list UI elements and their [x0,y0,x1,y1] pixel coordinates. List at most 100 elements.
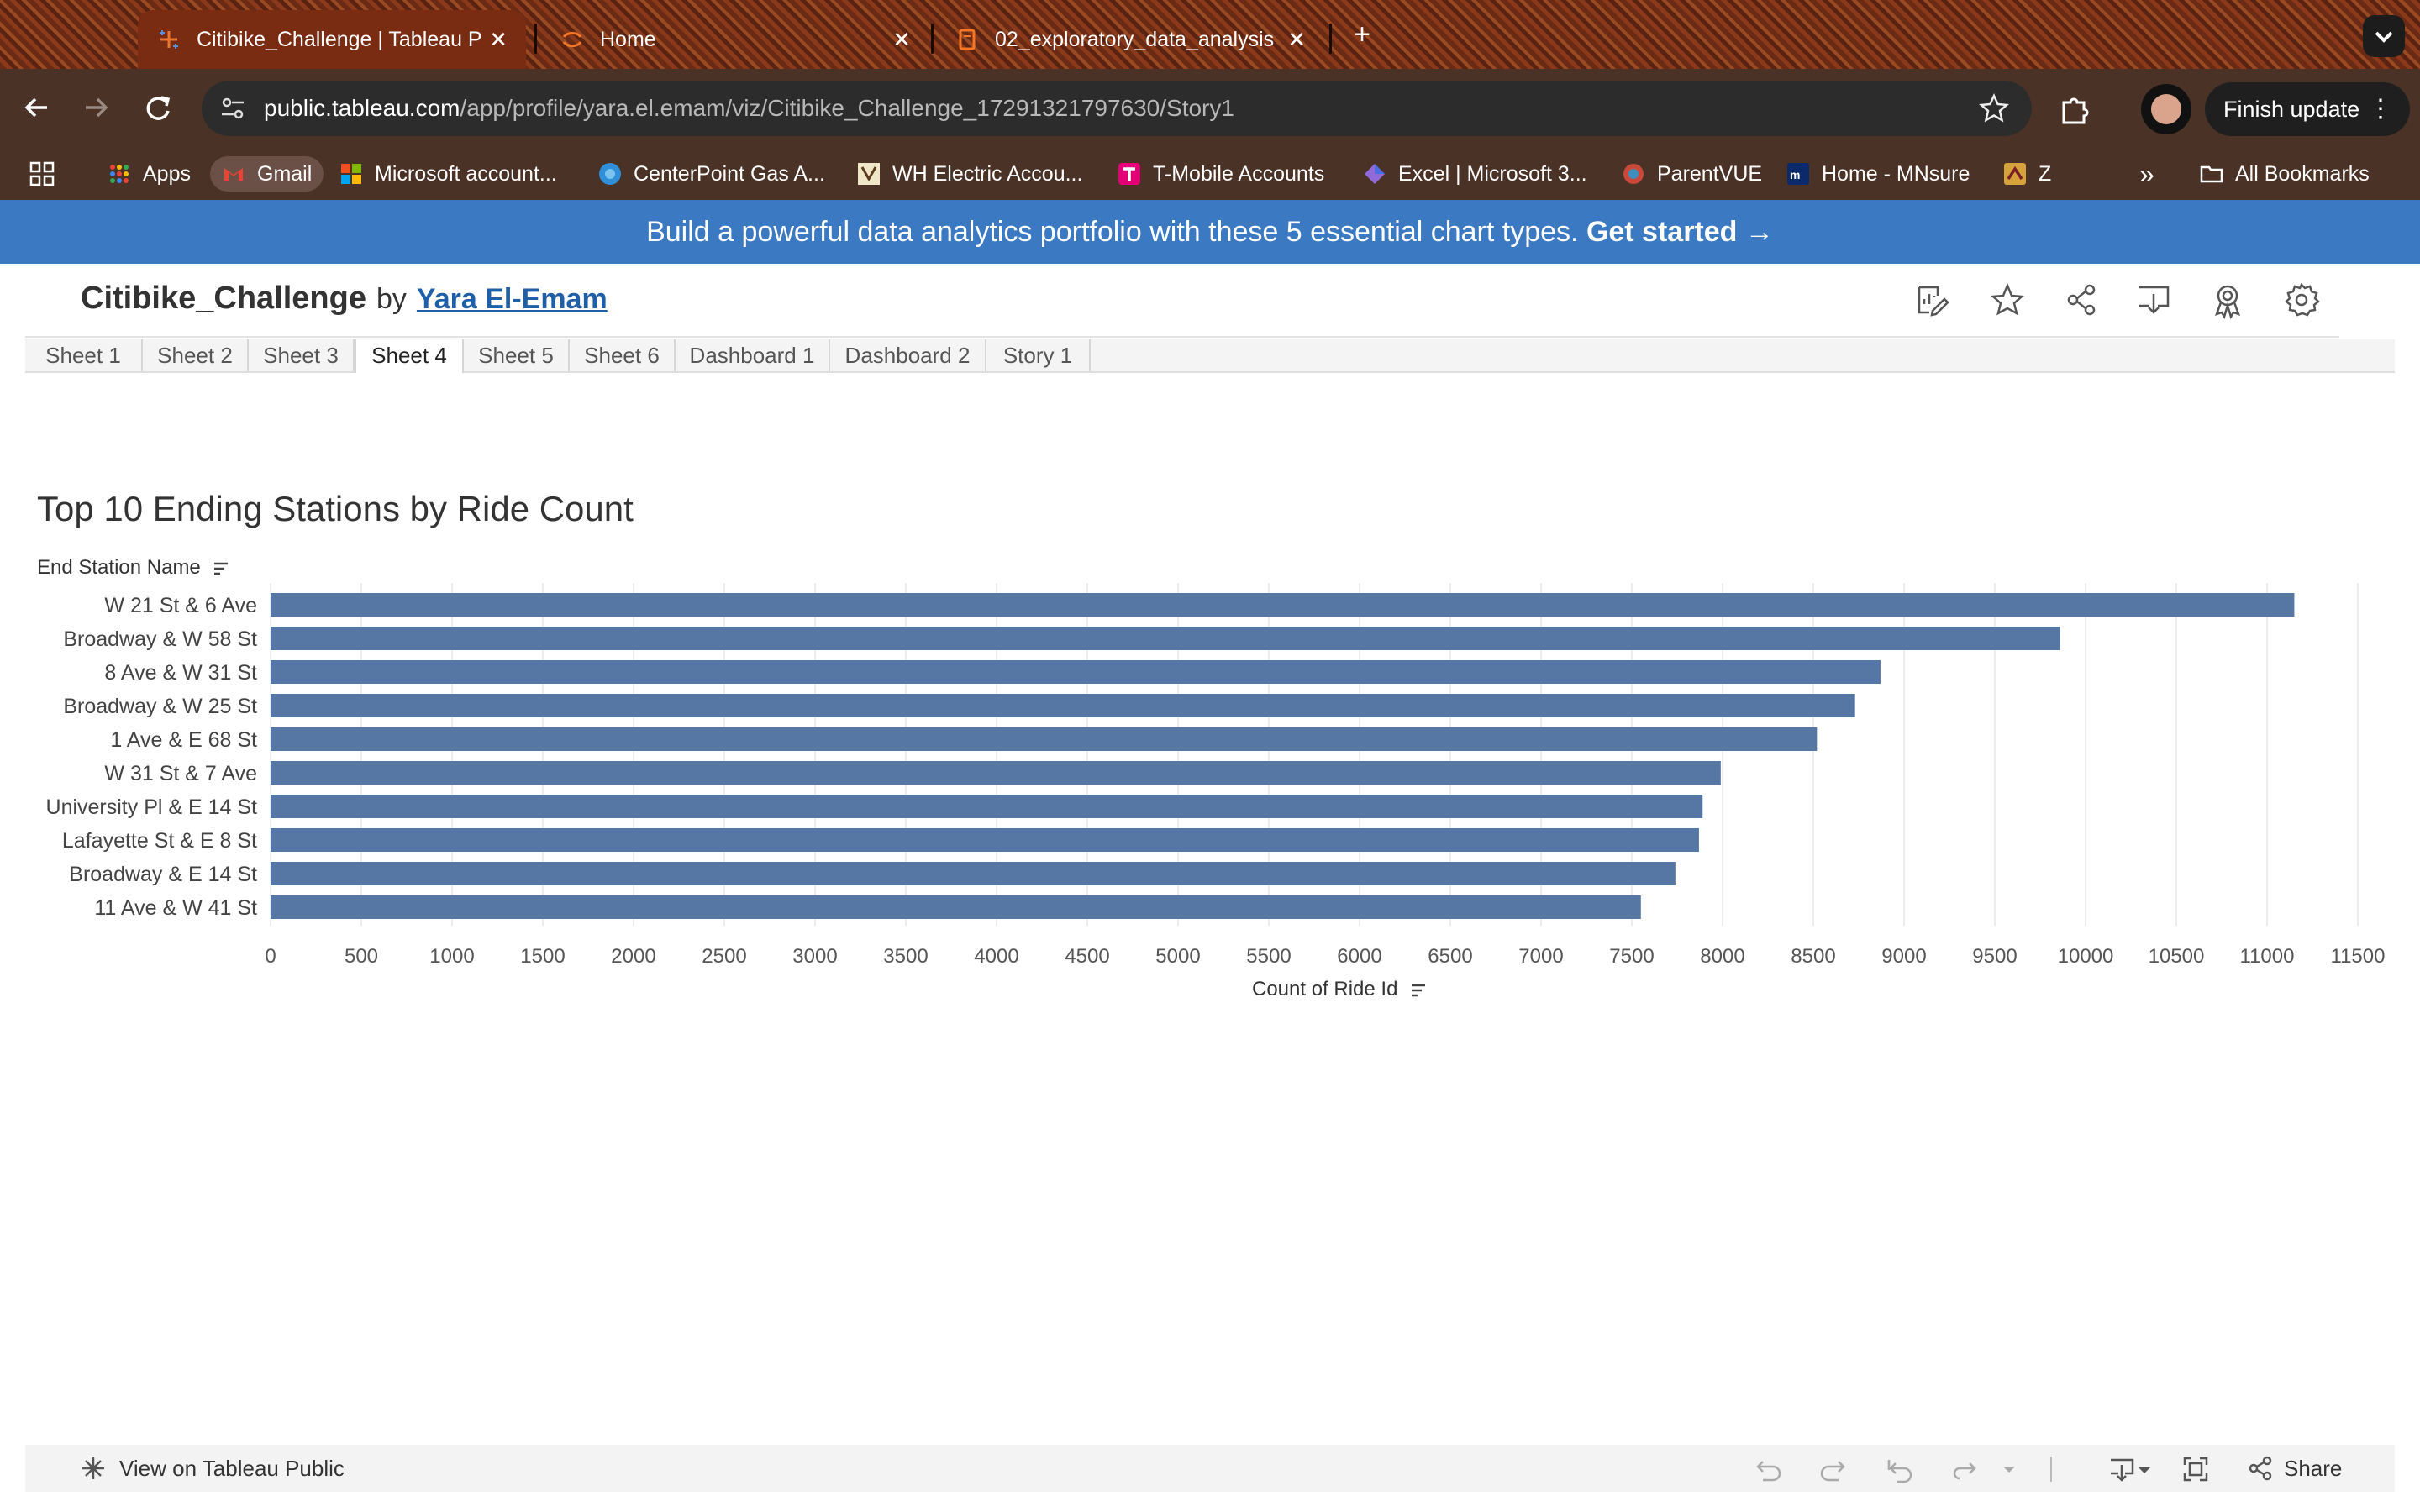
settings-gear-icon[interactable] [2282,281,2321,319]
profile-avatar[interactable] [2141,84,2191,134]
close-tab-icon[interactable]: ✕ [892,26,911,52]
finish-update-label: Finish update [2223,97,2360,122]
url-path: /app/profile/yara.el.emam/viz/Citibike_C… [460,95,1234,121]
bookmark-label: Gmail [257,161,313,186]
close-tab-icon[interactable]: ✕ [489,26,508,52]
bookmark-gmail[interactable]: Gmail [210,156,324,192]
bar[interactable] [271,593,2295,617]
tab-sheet-2[interactable]: Sheet 2 [143,339,249,371]
url-text[interactable]: public.tableau.com/app/profile/yara.el.e… [264,81,1234,136]
y-axis-header[interactable]: End Station Name [37,556,229,580]
sort-icon[interactable] [1410,982,1427,999]
refresh-dropdown-icon[interactable] [1995,1455,2023,1483]
bar[interactable] [271,727,1818,751]
download-icon[interactable] [2107,1455,2136,1483]
new-tab-button[interactable]: + [1354,18,1370,50]
x-tick-label: 11500 [2331,945,2386,966]
x-tick-label: 5500 [1246,945,1291,966]
x-tick-label: 10500 [2149,945,2205,966]
bookmark-wh-electric[interactable]: WH Electric Accou... [857,156,1082,192]
tab-title: 02_exploratory_data_analysis [995,27,1275,51]
promo-cta-link[interactable]: Get started → [1586,216,1774,248]
all-bookmarks-button[interactable]: All Bookmarks [2200,156,2370,192]
tableau-icon [82,1457,104,1479]
extensions-icon[interactable] [2057,91,2094,128]
tab-sheet-4[interactable]: Sheet 4 [355,339,464,373]
back-icon[interactable] [17,87,57,128]
bar[interactable] [271,761,1721,785]
x-tick-label: 9000 [1881,945,1926,966]
tab-sheet-3[interactable]: Sheet 3 [249,339,355,371]
browser-tab-notebook[interactable]: 02_exploratory_data_analysis ✕ [936,10,1324,69]
bookmark-label: CenterPoint Gas A... [634,161,825,186]
favorite-star-icon[interactable] [1988,281,2027,319]
tab-sheet-6[interactable]: Sheet 6 [570,339,676,371]
redo-icon[interactable] [1818,1455,1847,1483]
bar[interactable] [271,862,1676,885]
refresh-icon[interactable] [1951,1455,1980,1483]
y-axis-title: End Station Name [37,556,201,579]
tab-sheet-5[interactable]: Sheet 5 [464,339,570,371]
category-label: University Pl & E 14 St [46,795,258,819]
sort-icon[interactable] [213,560,229,577]
bar[interactable] [271,828,1699,852]
bookmarks-bar: Apps Gmail Microsoft account... CenterPo… [0,148,2420,200]
close-tab-icon[interactable]: ✕ [1287,26,1306,52]
bar[interactable] [271,895,1641,919]
bookmark-star-icon[interactable] [1978,92,2010,124]
tab-story-1[interactable]: Story 1 [986,339,1091,371]
bar[interactable] [271,795,1703,818]
author-link[interactable]: Yara El-Emam [416,283,608,315]
forward-icon[interactable] [76,87,116,128]
more-bookmarks-button[interactable]: » [2139,158,2154,189]
bookmark-centerpoint[interactable]: CenterPoint Gas A... [598,156,825,192]
x-axis-title: Count of Ride Id [1252,978,1398,1000]
browser-tab-home[interactable]: Home ✕ [541,10,929,69]
revert-icon[interactable] [1886,1455,1914,1483]
tab-search-button[interactable] [2363,15,2405,57]
fullscreen-icon[interactable] [2181,1455,2210,1483]
browser-tab-strip: Citibike_Challenge | Tableau P ✕ Home ✕ … [0,0,2420,69]
svg-text:m: m [1790,168,1800,181]
download-icon[interactable] [2134,281,2173,319]
tab-dashboard-1[interactable]: Dashboard 1 [676,339,830,371]
tab-sheet-1[interactable]: Sheet 1 [25,339,143,371]
category-label: Lafayette St & E 8 St [62,829,257,853]
jupyter-icon [562,31,582,48]
bookmark-tmobile[interactable]: T-Mobile Accounts [1118,156,1324,192]
bookmark-microsoft[interactable]: Microsoft account... [339,156,557,192]
bar[interactable] [271,694,1855,717]
bar[interactable] [271,660,1881,684]
share-button[interactable]: Share [2247,1445,2342,1492]
badge-icon[interactable] [2208,281,2247,319]
category-label: W 21 St & 6 Ave [104,594,257,617]
browser-tab-tableau[interactable]: Citibike_Challenge | Tableau P ✕ [138,10,526,69]
bookmark-mnsure[interactable]: m Home - MNsure [1786,156,1970,192]
category-label: W 31 St & 7 Ave [104,762,257,785]
site-settings-icon[interactable] [217,92,249,124]
promo-banner[interactable]: Build a powerful data analytics portfoli… [0,200,2420,264]
reload-icon[interactable] [138,87,178,128]
view-on-tableau-public-link[interactable]: View on Tableau Public [79,1445,345,1492]
toolbar-divider [2050,1457,2052,1482]
x-tick-label: 0 [265,945,276,966]
address-bar[interactable]: public.tableau.com/app/profile/yara.el.e… [202,81,2032,136]
share-icon[interactable] [2062,281,2101,319]
bookmark-z[interactable]: Z [2003,156,2051,192]
edit-viz-icon[interactable] [1912,281,1951,319]
tab-dashboard-2[interactable]: Dashboard 2 [830,339,986,371]
x-axis-header[interactable]: Count of Ride Id [1252,978,1427,1001]
tableau-icon [160,30,178,49]
bookmark-parentvue[interactable]: ParentVUE [1622,156,1762,192]
wh-electric-icon [858,163,880,185]
category-label: 1 Ave & E 68 St [110,728,257,752]
bookmark-apps[interactable]: Apps [108,156,191,192]
tab-title: Citibike_Challenge | Tableau P [197,27,481,51]
finish-update-button[interactable]: Finish update ⋮ [2205,82,2410,136]
download-dropdown-icon[interactable] [2134,1455,2154,1483]
undo-icon[interactable] [1754,1455,1783,1483]
x-axis-ticks: 0 500 1000 1500 2000 2500 3000 3500 4000 4500 5000… [265,945,2385,966]
bar[interactable] [271,627,2060,650]
apps-shortcut-icon[interactable] [29,160,55,187]
bookmark-excel[interactable]: Excel | Microsoft 3... [1363,156,1587,192]
